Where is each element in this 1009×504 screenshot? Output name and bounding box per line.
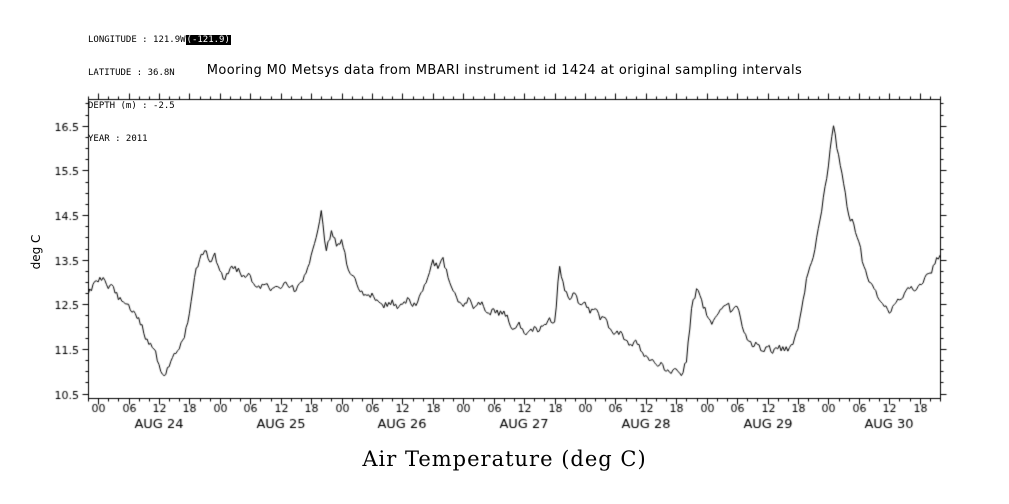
meta-longitude-negative: (-121.9) xyxy=(185,35,231,45)
y-axis-label: deg C xyxy=(29,234,43,270)
metadata-block: LONGITUDE : 121.9W(-121.9) LATITUDE : 36… xyxy=(88,13,231,167)
meta-latitude: LATITUDE : 36.8N xyxy=(88,68,175,78)
meta-longitude-text: LONGITUDE : 121.9W xyxy=(88,35,186,45)
meta-year: YEAR : 2011 xyxy=(88,134,148,144)
meta-depth: DEPTH (m) : -2.5 xyxy=(88,101,175,111)
meta-longitude: LONGITUDE : 121.9W(-121.9) xyxy=(88,35,231,46)
chart-title: Mooring M0 Metsys data from MBARI instru… xyxy=(206,63,803,78)
x-axis-title: Air Temperature (deg C) xyxy=(362,447,647,471)
